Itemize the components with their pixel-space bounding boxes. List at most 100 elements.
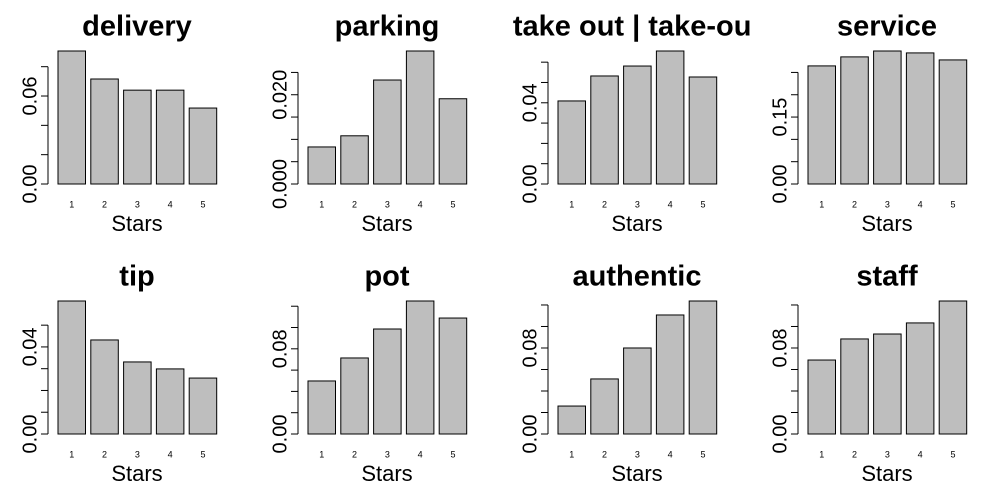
x-tick-label: 3 [135, 199, 140, 209]
bar [155, 368, 185, 435]
x-tick-label: 4 [168, 199, 173, 209]
x-tick-label: 1 [819, 199, 824, 209]
x-tick-label: 5 [200, 199, 205, 209]
x-tick-label: 2 [102, 199, 107, 209]
bar [188, 377, 218, 435]
chart-title: tip [119, 261, 154, 293]
bar [307, 380, 336, 435]
bar [155, 89, 185, 185]
x-tick-label: 5 [450, 199, 455, 209]
x-tick-label: 4 [668, 449, 673, 459]
x-tick-label: 1 [819, 449, 824, 459]
x-tick-label: 2 [602, 199, 607, 209]
x-tick-label: 1 [319, 199, 324, 209]
y-tick-label: 0.020 [269, 70, 291, 120]
bar [655, 314, 685, 435]
bar [123, 89, 152, 185]
y-tick-label: 0.08 [519, 329, 541, 368]
bar [840, 56, 869, 185]
chart-title: take out | take-out [513, 11, 762, 43]
x-tick-label: 1 [569, 449, 574, 459]
x-axis-label: Stars [611, 211, 662, 236]
x-tick-label: 5 [450, 449, 455, 459]
x-tick-label: 2 [352, 199, 357, 209]
bar [938, 300, 968, 435]
x-tick-label: 3 [635, 199, 640, 209]
bar [373, 328, 402, 435]
y-tick-label: 0.08 [769, 329, 791, 368]
chart-title: staff [856, 261, 918, 293]
bar [873, 50, 902, 185]
y-tick-label: 0.00 [269, 415, 291, 454]
x-tick-label: 5 [200, 449, 205, 459]
x-tick-label: 4 [918, 199, 923, 209]
x-tick-label: 2 [602, 449, 607, 459]
x-axis-label: Stars [111, 461, 162, 486]
chart-title: delivery [82, 11, 192, 43]
bar [938, 59, 968, 185]
chart-title: service [837, 11, 937, 43]
y-tick-label: 0.00 [519, 415, 541, 454]
y-tick-label: 0.04 [19, 327, 41, 366]
x-tick-label: 1 [69, 199, 74, 209]
bar [90, 339, 119, 435]
x-axis-label: Stars [861, 461, 912, 486]
x-axis-label: Stars [361, 211, 412, 236]
panel: authentic Stars 0.00 0.08 1 2 3 4 5 [519, 261, 718, 486]
x-tick-label: 3 [885, 199, 890, 209]
panel: delivery Stars 0.00 0.06 1 2 3 4 5 [19, 11, 218, 236]
bar [623, 65, 652, 185]
bar [840, 338, 869, 435]
chart-title: parking [335, 11, 440, 43]
x-axis-label: Stars [861, 211, 912, 236]
x-tick-label: 2 [852, 199, 857, 209]
y-tick-label: 0.00 [19, 415, 41, 454]
bar [307, 146, 336, 185]
bar [90, 78, 119, 185]
x-tick-label: 5 [950, 449, 955, 459]
bar [807, 65, 836, 185]
bar [905, 52, 935, 185]
x-tick-label: 5 [700, 449, 705, 459]
bar [623, 347, 652, 435]
x-tick-label: 1 [69, 449, 74, 459]
y-tick-label: 0.06 [19, 77, 41, 116]
y-tick-label: 0.00 [19, 165, 41, 204]
bar [873, 333, 902, 435]
x-tick-label: 2 [852, 449, 857, 459]
bar [557, 100, 586, 185]
y-tick-label: 0.08 [269, 329, 291, 368]
bar [373, 79, 402, 185]
x-axis-label: Stars [611, 461, 662, 486]
x-axis-label: Stars [361, 461, 412, 486]
bar [57, 300, 86, 435]
x-tick-label: 3 [385, 449, 390, 459]
bar [188, 107, 218, 185]
y-tick-label: 0.000 [269, 159, 291, 209]
x-tick-label: 1 [319, 449, 324, 459]
x-tick-label: 4 [918, 449, 923, 459]
x-tick-label: 4 [168, 449, 173, 459]
x-tick-label: 4 [418, 449, 423, 459]
x-tick-label: 4 [418, 199, 423, 209]
x-tick-label: 1 [569, 199, 574, 209]
bar [405, 300, 435, 435]
bar [590, 75, 619, 185]
x-tick-label: 2 [102, 449, 107, 459]
y-tick-label: 0.04 [519, 83, 541, 122]
x-axis-label: Stars [111, 211, 162, 236]
bar [807, 359, 836, 435]
bar [590, 378, 619, 435]
bar [438, 98, 468, 185]
x-tick-label: 3 [885, 449, 890, 459]
x-tick-label: 4 [668, 199, 673, 209]
bar [688, 300, 718, 435]
chart-title: pot [364, 261, 409, 293]
panel: service Stars 0.00 0.15 1 2 3 4 5 [769, 11, 968, 236]
bar [438, 317, 468, 435]
y-tick-label: 0.00 [769, 415, 791, 454]
bar [688, 76, 718, 185]
bar [57, 50, 86, 185]
panel: tip Stars 0.00 0.04 1 2 3 4 5 [19, 261, 218, 486]
y-tick-label: 0.00 [519, 165, 541, 204]
